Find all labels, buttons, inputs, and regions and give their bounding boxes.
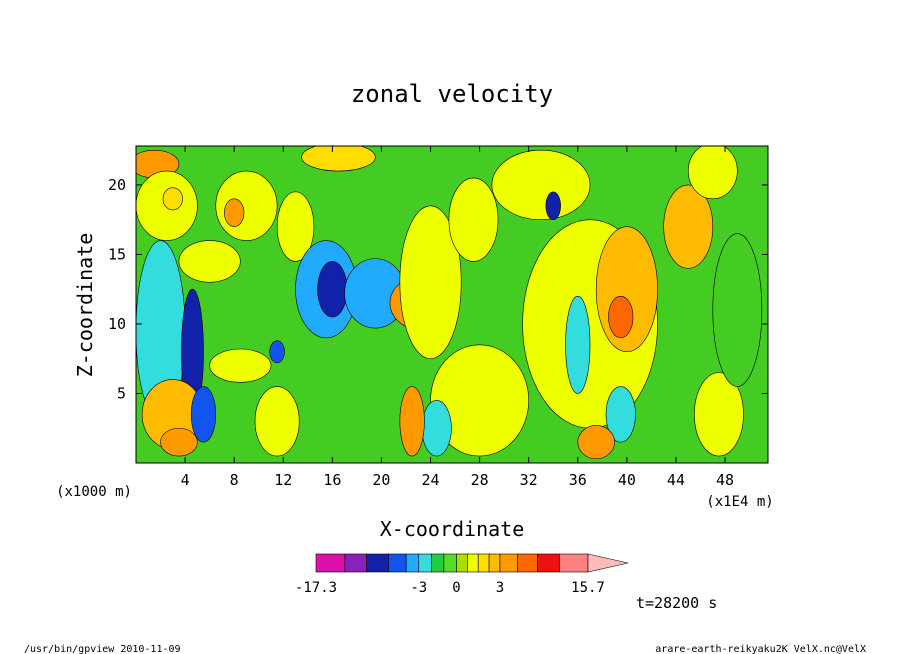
colorbar-bin — [488, 553, 501, 573]
y-axis-label: Z-coordinate — [73, 233, 97, 378]
colorbar-tick-label: -17.3 — [295, 580, 337, 596]
time-label: t=28200 s — [636, 594, 717, 612]
colorbar-tick-label: 0 — [452, 580, 460, 596]
x-tick-label: 32 — [520, 471, 538, 489]
contour-region — [399, 205, 462, 360]
contour-region — [276, 191, 315, 262]
y-axis: 5 10 15 20 — [108, 176, 768, 402]
y-tick-label: 10 — [108, 315, 126, 333]
x-tick-label: 24 — [421, 471, 439, 489]
x-tick-label: 44 — [667, 471, 685, 489]
x-axis: 4 8 12 16 20 24 28 32 36 40 44 48 — [181, 146, 734, 489]
colorbar-bin — [477, 553, 490, 573]
chart-title: zonal velocity — [351, 80, 553, 108]
contour-region — [224, 198, 245, 227]
colorbar-tick-label: 15.7 — [571, 580, 605, 596]
colorbar-bin — [418, 553, 432, 573]
contour-region — [190, 386, 217, 443]
contour-region — [160, 427, 198, 457]
contour-region — [608, 295, 634, 339]
x-tick-label: 20 — [372, 471, 390, 489]
colorbar-bin — [537, 553, 560, 573]
contour-region — [545, 191, 561, 220]
colorbar-bin — [405, 553, 420, 573]
contour-region — [269, 340, 285, 364]
x-tick-label: 28 — [471, 471, 489, 489]
contour-region — [162, 187, 183, 211]
x-tick-label: 48 — [716, 471, 734, 489]
y-tick-label: 15 — [108, 245, 126, 263]
x-tick-label: 12 — [274, 471, 292, 489]
x-unit-label: (x1E4 m) — [706, 494, 773, 510]
contour-region — [448, 177, 499, 262]
contour-region — [430, 344, 529, 457]
colorbar-bin — [431, 553, 445, 573]
footer-program: /usr/bin/gpview 2010-11-09 — [24, 644, 181, 654]
y-unit-label: (x1000 m) — [56, 484, 132, 500]
colorbar-bin — [467, 553, 479, 573]
x-tick-label: 8 — [230, 471, 239, 489]
colorbar-bin — [559, 553, 589, 573]
colorbar-bin — [456, 553, 468, 573]
contour-region — [254, 386, 300, 457]
colorbar — [315, 553, 629, 573]
plot-frame — [135, 145, 769, 464]
colorbar-labels: -17.3 -3 0 3 15.7 — [295, 580, 605, 596]
colorbar-bin — [517, 553, 538, 573]
contour-region — [687, 146, 738, 200]
colorbar-bin — [366, 553, 389, 573]
x-tick-label: 16 — [323, 471, 341, 489]
contour-region — [399, 386, 425, 457]
contour-region — [215, 170, 278, 241]
contour-region — [712, 233, 763, 387]
contour-region — [421, 400, 452, 457]
y-tick-label: 5 — [117, 384, 126, 402]
contour-region — [694, 372, 744, 457]
contour-region — [577, 425, 615, 460]
contour-regions — [136, 146, 763, 460]
contour-region — [565, 295, 591, 394]
colorbar-bin — [344, 553, 367, 573]
contour-region — [209, 348, 272, 383]
colorbar-bin — [388, 553, 407, 573]
colorbar-bin — [443, 553, 457, 573]
contour-region — [605, 386, 636, 443]
colorbar-bin — [315, 553, 346, 573]
contour-region — [178, 240, 241, 283]
contour-region — [317, 261, 348, 318]
contour-region — [663, 184, 714, 269]
x-tick-label: 4 — [181, 471, 190, 489]
x-tick-label: 40 — [618, 471, 636, 489]
x-axis-label: X-coordinate — [380, 517, 525, 541]
contour-region — [491, 149, 591, 220]
colorbar-bin — [499, 553, 519, 573]
contour-region — [301, 146, 376, 172]
colorbar-extension — [587, 553, 629, 573]
y-tick-label: 20 — [108, 176, 126, 194]
plot-area — [136, 146, 768, 463]
colorbar-tick-label: 3 — [496, 580, 504, 596]
footer-source: arare-earth-reikyaku2K_VelX.nc@VelX — [655, 644, 866, 654]
x-tick-label: 36 — [569, 471, 587, 489]
colorbar-tick-label: -3 — [410, 580, 427, 596]
